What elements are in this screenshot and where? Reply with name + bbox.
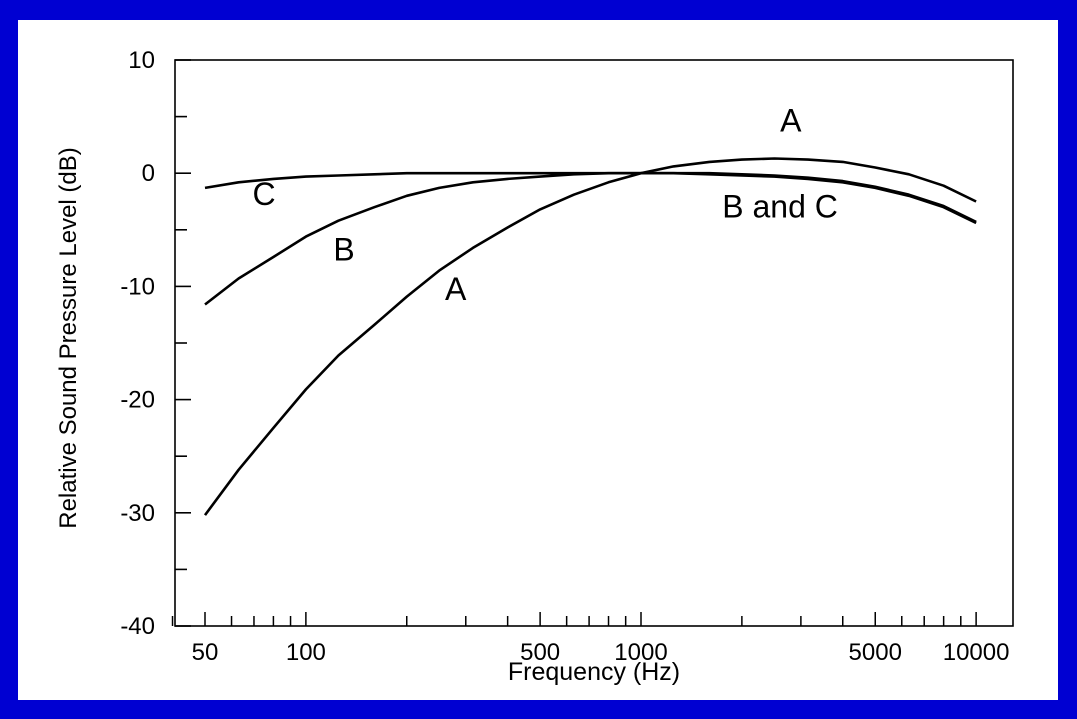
curve-annotations: A A B C B and C [252,102,837,307]
y-tick-label: 0 [142,160,155,187]
y-tick-label: 10 [128,47,155,74]
series-line-c [204,171,977,225]
curve-annotation: B [333,231,354,267]
x-tick-label: 50 [192,639,219,666]
curve-annotation: B and C [722,188,838,224]
y-axis-ticks: 10 0 -10 -20 -30 -40 [120,47,191,640]
y-axis-label: Relative Sound Pressure Level (dB) [55,147,82,529]
x-tick-label: 5000 [849,639,902,666]
x-tick-label: 500 [520,639,560,666]
x-tick-label: 100 [286,639,326,666]
x-tick-label: 10000 [943,639,1010,666]
x-axis-label: Frequency (Hz) [508,658,680,686]
y-tick-label: -30 [120,500,155,527]
y-tick-label: -10 [120,273,155,300]
series-line-a [203,157,977,516]
line-chart: 100-10-20-30-40 50 100 500 1000 5000 10000 AA… [55,47,1014,686]
curve-annotation: A [780,102,802,138]
x-axis-ticks: 50 100 500 1000 5000 10000 [171,612,1010,666]
y-tick-label: -40 [120,613,155,640]
x-tick-label: 1000 [614,639,667,666]
plot-area-border [174,59,1014,627]
curve-annotation: C [252,176,275,212]
curve-annotation: A [445,271,467,307]
series-lines [203,157,977,516]
y-tick-label: -20 [120,387,155,414]
series-line-b [204,171,977,306]
